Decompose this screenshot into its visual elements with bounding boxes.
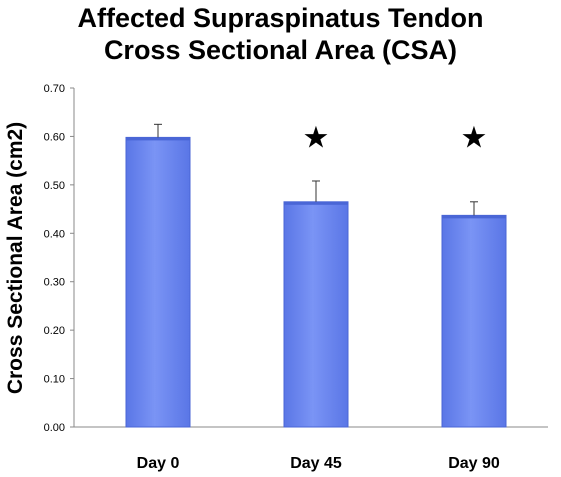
x-axis-labels: Day 0 Day 45 Day 90 [137, 455, 500, 472]
y-tick-label: 0.70 [44, 83, 65, 95]
significance-star: ★ [461, 120, 488, 155]
chart-title: Affected Supraspinatus Tendon Cross Sect… [0, 2, 561, 66]
bar [283, 201, 349, 428]
x-category-label: Day 45 [290, 455, 342, 472]
y-tick-label: 0.30 [44, 277, 65, 289]
chart-title-line-1: Affected Supraspinatus Tendon [77, 3, 484, 33]
chart-title-line-2: Cross Sectional Area (CSA) [103, 35, 458, 65]
y-tick-label: 0.50 [44, 180, 65, 192]
y-tick-label: 0.60 [44, 131, 65, 143]
bar-top [284, 201, 348, 205]
y-tick-label: 0.10 [44, 374, 65, 386]
x-category-label: Day 0 [137, 455, 180, 472]
bar-top [126, 137, 190, 141]
bar [441, 214, 507, 428]
x-category-label: Day 90 [448, 455, 500, 472]
y-tick-label: 0.20 [44, 325, 65, 337]
bars [125, 136, 507, 428]
error-bars [154, 123, 478, 216]
y-axis-ticks: 0.00 0.10 0.20 0.30 0.40 0.50 0.60 0.70 [44, 83, 74, 434]
significance-star: ★ [303, 120, 330, 155]
y-tick-label: 0.00 [44, 422, 65, 434]
bar [125, 136, 191, 428]
y-axis-label: Cross Sectional Area (cm2) [4, 122, 27, 394]
significance-markers: ★ ★ [303, 120, 488, 155]
bar-top [442, 215, 506, 219]
y-tick-label: 0.40 [44, 228, 65, 240]
